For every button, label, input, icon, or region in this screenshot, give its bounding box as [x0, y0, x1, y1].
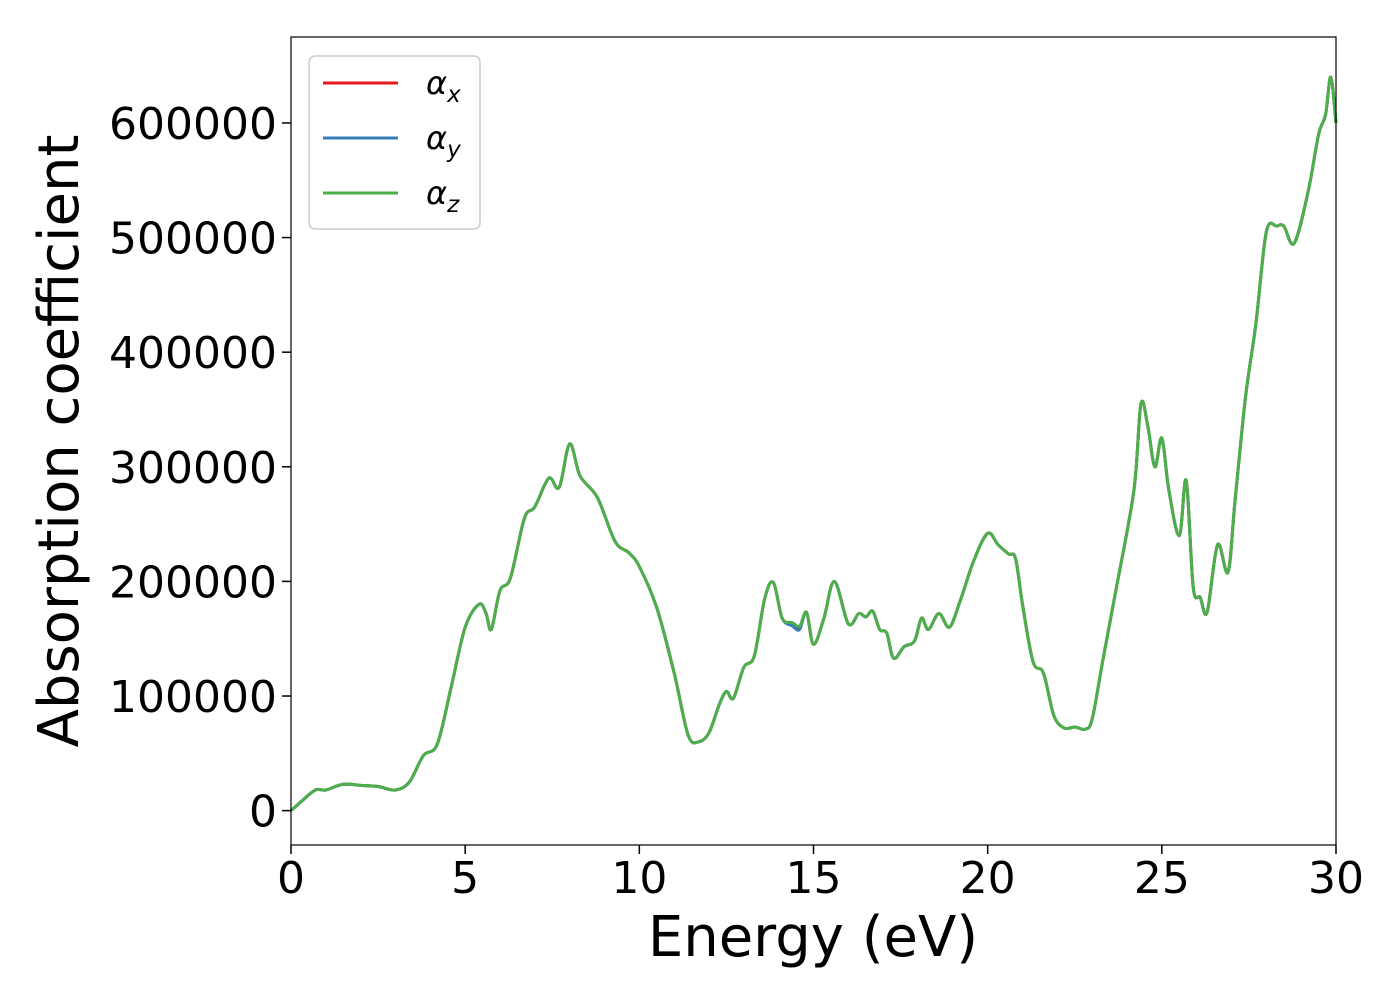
y-tick-label: 0 — [249, 787, 277, 838]
y-tick-label: 400000 — [109, 328, 277, 379]
legend-label-subscript: y — [446, 137, 461, 163]
y-axis: 0 100000 200000 300000 400000 500000 600000 — [109, 99, 291, 838]
legend-box — [308, 55, 481, 230]
x-tick-label: 30 — [1308, 853, 1364, 904]
y-tick-label: 100000 — [109, 672, 277, 723]
x-tick-label: 5 — [451, 853, 479, 904]
x-tick-label: 25 — [1134, 853, 1190, 904]
x-tick-label: 10 — [611, 853, 667, 904]
x-axis-title: Energy (eV) — [648, 905, 978, 970]
series-line-alpha-z — [290, 75, 1338, 812]
y-tick-label: 500000 — [109, 214, 277, 265]
y-tick-label: 300000 — [109, 443, 277, 494]
legend-label-subscript: z — [446, 192, 460, 218]
series-layer — [290, 75, 1338, 812]
y-tick-label: 200000 — [109, 557, 277, 608]
y-tick-label: 600000 — [109, 99, 277, 150]
x-tick-label: 20 — [960, 853, 1016, 904]
x-tick-label: 15 — [786, 853, 842, 904]
x-tick-label: 0 — [277, 853, 305, 904]
y-axis-title: Absorption coefficient — [27, 135, 92, 748]
legend-label-subscript: x — [446, 82, 461, 108]
x-axis: 0 5 10 15 20 25 30 — [277, 845, 1364, 904]
